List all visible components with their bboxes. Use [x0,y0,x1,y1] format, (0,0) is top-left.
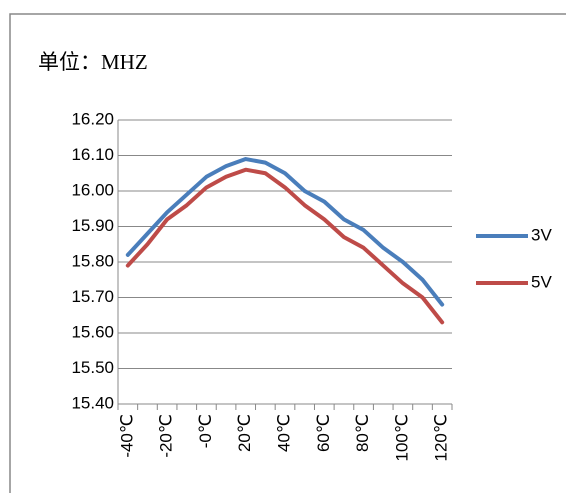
y-tick-label: 15.60 [71,322,114,341]
y-tick-label: 16.20 [71,109,114,128]
x-tick-label: 100℃ [392,414,411,461]
chart-frame [9,13,566,493]
y-tick-label: 15.50 [71,358,114,377]
legend-label: 5V [531,272,552,291]
x-tick-label: 80℃ [353,414,372,452]
series-line [125,167,445,325]
x-tick-label: -20℃ [157,414,176,458]
x-tick-label: -40℃ [117,414,136,458]
y-tick-label: 15.80 [71,251,114,270]
y-tick-label: 15.70 [71,287,114,306]
y-tick-label: 15.90 [71,216,114,235]
chart-subtitle: 单位：MHZ [38,50,148,74]
x-tick-label: 40℃ [274,414,293,452]
y-tick-label: 16.00 [71,180,114,199]
series-line [125,157,445,307]
x-tick-label: -0℃ [196,414,215,448]
y-tick-label: 16.10 [71,145,114,164]
y-tick-label: 15.40 [71,393,114,412]
x-tick-label: 60℃ [314,414,333,452]
x-tick-label: 20℃ [235,414,254,452]
x-tick-label: 120℃ [432,414,451,461]
legend-label: 3V [531,225,552,244]
